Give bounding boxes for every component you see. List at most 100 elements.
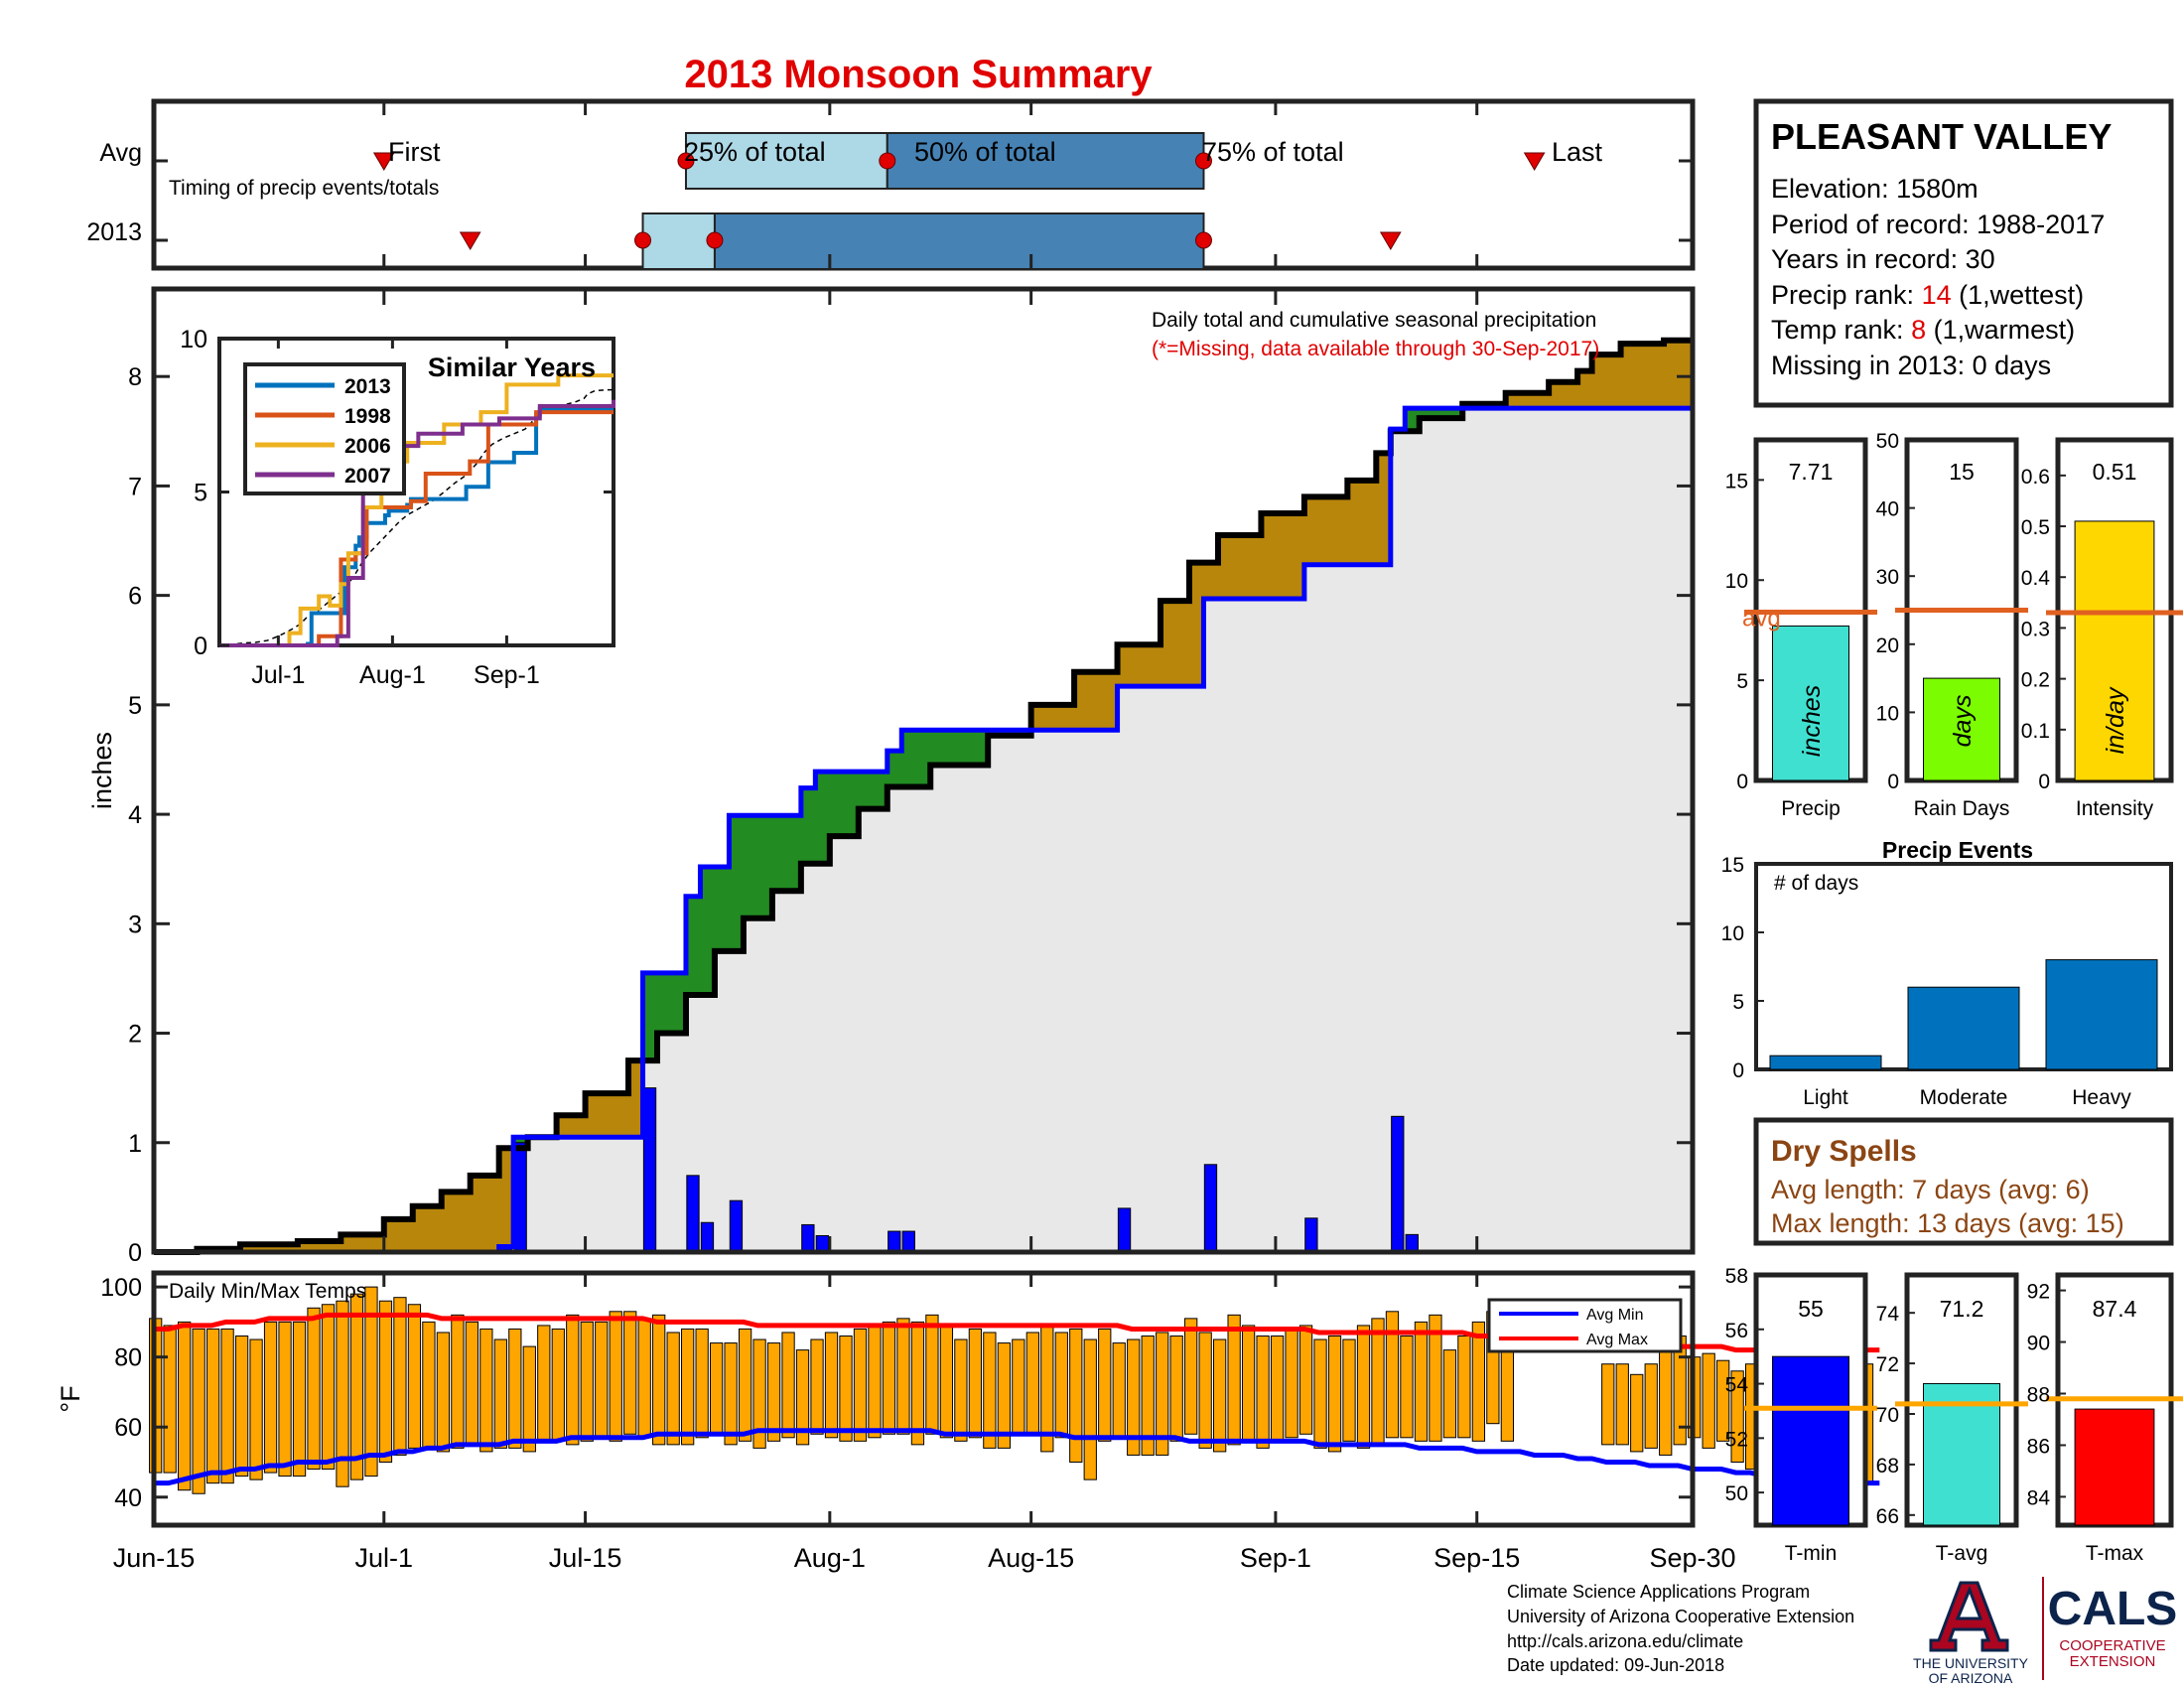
temp-stat-ytick-label: 92 bbox=[2027, 1281, 2050, 1304]
ua-text-1: THE UNIVERSITY bbox=[1913, 1655, 2029, 1671]
temp-range-bar bbox=[1371, 1318, 1385, 1446]
inset-legend-label: 2007 bbox=[344, 465, 391, 488]
temp-range-bar bbox=[1298, 1325, 1313, 1435]
temp-stat-value-label: 71.2 bbox=[1940, 1296, 1984, 1322]
temp-range-bar bbox=[752, 1338, 766, 1449]
dry-title: Dry Spells bbox=[1771, 1135, 1917, 1168]
temp-range-bar bbox=[1327, 1336, 1342, 1453]
temp-range-bar bbox=[336, 1300, 349, 1487]
dry-max: Max length: 13 days (avg: 15) bbox=[1771, 1208, 2124, 1238]
timing-row-year: 2013 bbox=[86, 218, 142, 246]
temp-range-bar bbox=[1270, 1336, 1285, 1442]
temp-range-bar bbox=[1141, 1336, 1155, 1456]
temp-legend: Avg Min Avg Max bbox=[1487, 1298, 1683, 1353]
stat-ytick-label: 30 bbox=[1876, 566, 1899, 589]
dry-spells-box: Dry Spells Avg length: 7 days (avg: 6) M… bbox=[1753, 1117, 2174, 1246]
station-info: PLEASANT VALLEY Elevation: 1580m Period … bbox=[1753, 98, 2174, 408]
inset-ytick-label: 0 bbox=[194, 633, 207, 660]
cumulative-2013-line bbox=[154, 405, 1693, 1255]
temp-stat-bar-t-min bbox=[1772, 1355, 1849, 1526]
temp-range-bar bbox=[349, 1293, 364, 1480]
temp-range-bar bbox=[595, 1321, 609, 1439]
footer: Climate Science Applications Program Uni… bbox=[1507, 1577, 2177, 1686]
temp-range-bar bbox=[896, 1318, 910, 1435]
station-name: PLEASANT VALLEY bbox=[1771, 116, 2112, 157]
temp-range-bar bbox=[1442, 1349, 1457, 1439]
temp-range-bar bbox=[1457, 1336, 1471, 1439]
temp-range-bar bbox=[278, 1321, 292, 1477]
average-cumulative-line bbox=[154, 337, 1693, 1255]
temp-stat-ytick-label: 56 bbox=[1725, 1320, 1748, 1342]
temp-range-bar bbox=[1025, 1332, 1039, 1435]
temp-stat-value-label: 55 bbox=[1798, 1296, 1824, 1322]
temp-range-bar bbox=[422, 1321, 436, 1449]
temp-range-bar bbox=[824, 1332, 839, 1439]
temp-stat-ytick-label: 58 bbox=[1725, 1265, 1748, 1288]
temp-range-bar bbox=[234, 1336, 249, 1477]
dry-avg: Avg length: 7 days (avg: 6) bbox=[1771, 1175, 2090, 1204]
temp-range-bar bbox=[1285, 1328, 1298, 1439]
stat-ytick-label: 0 bbox=[2038, 771, 2050, 793]
stat-ytick-label: 0.1 bbox=[2021, 720, 2050, 743]
stat-ytick-label: 0.2 bbox=[2021, 669, 2050, 692]
stat-name-label: Rain Days bbox=[1914, 797, 2010, 820]
timing-panel: Avg 2013 Timing of precip events/totals … bbox=[86, 98, 1696, 271]
temp-range-bar bbox=[1644, 1363, 1658, 1449]
daily-precip-bar bbox=[887, 1230, 901, 1253]
main-ytick-label: 1 bbox=[128, 1130, 142, 1158]
temp-stat-name-label: T-max bbox=[2086, 1542, 2144, 1565]
timing-dot-50 bbox=[879, 152, 896, 170]
stat-bar-intensity bbox=[2074, 520, 2155, 781]
temp-range-bar bbox=[178, 1321, 192, 1491]
temp-range-bar bbox=[1156, 1332, 1169, 1456]
stat-ytick-label: 20 bbox=[1876, 634, 1899, 657]
footer-line-1: Climate Science Applications Program bbox=[1507, 1582, 1810, 1602]
temp-range-bar bbox=[1414, 1321, 1429, 1442]
daily-precip-bar bbox=[513, 1142, 527, 1253]
main-ytick-label: 3 bbox=[128, 911, 142, 938]
temp-range-bar bbox=[1098, 1328, 1112, 1442]
stat-unit-label: days bbox=[1949, 695, 1977, 748]
temp-range-bar bbox=[709, 1342, 724, 1435]
temp-stat-bar-t-avg bbox=[1923, 1382, 2000, 1526]
event-category-label: Moderate bbox=[1920, 1086, 2008, 1109]
temp-stat-name-label: T-min bbox=[1785, 1542, 1838, 1565]
temp-range-bar bbox=[393, 1297, 407, 1456]
temp-ytick-label: 80 bbox=[114, 1344, 142, 1372]
stat-bar-precip bbox=[1772, 625, 1849, 781]
inset-xtick-label: Jul-1 bbox=[251, 661, 305, 689]
dry-frame bbox=[1753, 1117, 2174, 1246]
stat-ytick-label: 0 bbox=[1736, 771, 1748, 793]
event-bar-light bbox=[1769, 1055, 1882, 1070]
ua-logo: THE UNIVERSITY OF ARIZONA CALS COOPERATI… bbox=[1913, 1577, 2177, 1686]
inset-series-1998 bbox=[219, 410, 614, 647]
temp-rank-label: Temp rank: bbox=[1771, 315, 1911, 345]
temp-range-bar bbox=[766, 1342, 781, 1442]
figure-title: 2013 Monsoon Summary bbox=[684, 53, 1153, 96]
stat-value-label: 7.71 bbox=[1789, 459, 1834, 485]
temp-range-bar bbox=[1012, 1338, 1025, 1435]
date-axis-label: Sep-30 bbox=[1649, 1543, 1735, 1573]
stat-unit-label: in/day bbox=[2102, 686, 2129, 754]
temp-range-bar bbox=[1429, 1314, 1442, 1442]
events-ytick-label: 15 bbox=[1721, 854, 1744, 877]
timing-box-50-75 bbox=[886, 132, 1205, 190]
temp-range-bar bbox=[853, 1328, 868, 1442]
temp-stat-ytick-label: 70 bbox=[1876, 1404, 1899, 1427]
last-marker-icon bbox=[1379, 231, 1402, 250]
cals-text: CALS bbox=[2048, 1583, 2178, 1635]
temp-stat-ytick-label: 54 bbox=[1725, 1374, 1749, 1397]
last-label: Last bbox=[1552, 137, 1603, 167]
temp-range-bar bbox=[378, 1300, 393, 1463]
temp-range-bar bbox=[1615, 1363, 1629, 1446]
temp-range-bar bbox=[479, 1328, 493, 1453]
temp-stat-ytick-label: 50 bbox=[1725, 1482, 1748, 1505]
p25-label: 25% of total bbox=[684, 137, 826, 167]
temp-range-bar bbox=[1256, 1336, 1270, 1449]
footer-line-3: http://cals.arizona.edu/climate bbox=[1507, 1631, 1743, 1651]
temp-range-bar bbox=[968, 1328, 983, 1439]
daily-precip-bar bbox=[1117, 1207, 1132, 1253]
daily-precip-bar bbox=[901, 1230, 915, 1253]
timing-dot-25 bbox=[634, 231, 652, 249]
main-ytick-label: 7 bbox=[128, 473, 142, 500]
